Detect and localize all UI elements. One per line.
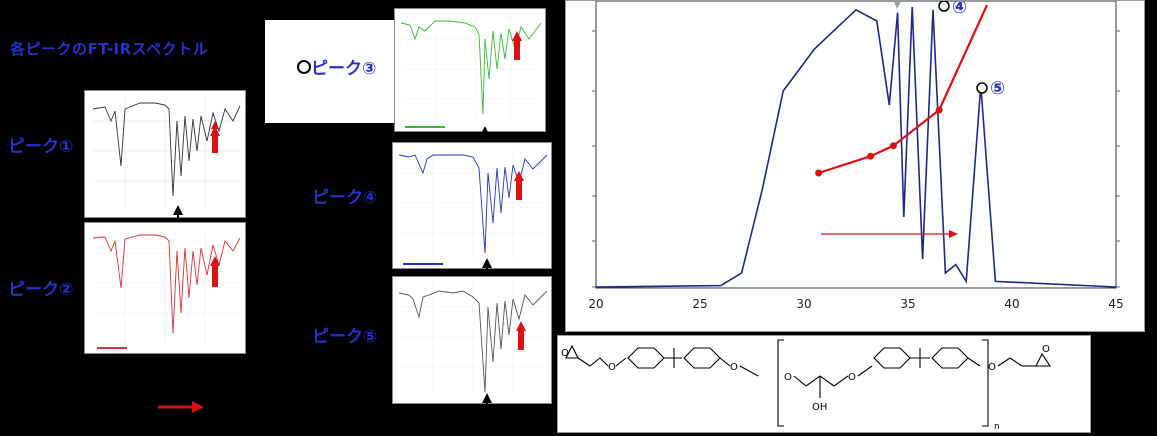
arrow-up-icon xyxy=(482,393,492,403)
arrow-stem xyxy=(486,267,488,273)
triangle-marker xyxy=(894,1,901,9)
benzene-ring-4 xyxy=(931,347,969,369)
arrow-up-icon xyxy=(480,126,490,136)
spectrum-peak-3 xyxy=(394,8,546,132)
elution-point xyxy=(815,169,823,177)
spectrum-5-plot xyxy=(398,281,548,395)
svg-text:O: O xyxy=(561,348,569,359)
arrow-stem xyxy=(484,135,486,141)
spectrum-peak-4 xyxy=(392,142,552,269)
spectrum-4-plot xyxy=(398,147,548,265)
marker-5-label: ⑤ xyxy=(990,78,1005,99)
figure-title: 各ピークのFT-IRスペクトル xyxy=(10,40,209,58)
marker-5-circle xyxy=(976,82,988,94)
peak-2-label: ピーク② xyxy=(8,280,74,300)
epoxide-right xyxy=(1035,352,1052,367)
hydroxyl-label: OH xyxy=(812,402,827,413)
svg-text:O: O xyxy=(784,372,792,383)
peak-4-label: ピーク④ xyxy=(312,188,378,208)
arrow-stem xyxy=(486,402,488,408)
peak-3-marker-icon xyxy=(297,60,311,74)
x-tick-label: 45 xyxy=(1108,297,1123,311)
benzene-ring-1 xyxy=(627,347,665,369)
marker-4-label: ④ xyxy=(952,1,967,18)
structure-diagram: O O O O O O O OH n xyxy=(561,339,1052,432)
spectrum-2-plot xyxy=(92,228,241,349)
elution-point xyxy=(867,152,875,160)
spectrum-peak-5 xyxy=(392,276,552,404)
svg-text:O: O xyxy=(1042,344,1050,355)
svg-text:O: O xyxy=(608,362,616,373)
arrow-stem xyxy=(177,214,179,220)
spectrum-peak-1 xyxy=(84,90,246,218)
peak-5-label: ピーク⑤ xyxy=(312,327,378,347)
peak-3-label: ピーク③ xyxy=(311,59,377,79)
x-tick-label: 20 xyxy=(588,297,603,311)
arrow-right-icon xyxy=(158,401,204,413)
x-tick-label: 25 xyxy=(692,297,707,311)
benzene-ring-3 xyxy=(873,347,911,369)
svg-text:O: O xyxy=(988,362,996,373)
chemical-structure: O O O O O O O OH n xyxy=(557,335,1091,433)
elution-point xyxy=(889,142,897,150)
direction-arrowhead xyxy=(949,230,958,238)
svg-text:O: O xyxy=(730,362,738,373)
arrow-up-icon xyxy=(482,258,492,268)
marker-4-circle xyxy=(938,0,950,12)
chromatogram-chart: 20 25 30 35 40 45 ④ ⑤ xyxy=(588,0,1123,311)
svg-text:O: O xyxy=(848,372,856,383)
benzene-ring-2 xyxy=(683,347,721,369)
peak-1-label: ピーク① xyxy=(8,137,74,157)
spectrum-1-plot xyxy=(92,96,241,209)
epoxide-left xyxy=(565,344,579,359)
x-tick-label: 30 xyxy=(796,297,811,311)
arrow-up-icon xyxy=(173,205,183,215)
spectrum-3-plot xyxy=(400,13,542,128)
repeat-n-label: n xyxy=(994,422,1000,432)
chromatogram-trace xyxy=(595,6,1117,288)
spectrum-peak-2 xyxy=(84,222,246,354)
plot-frame xyxy=(595,0,1117,289)
x-tick-label: 40 xyxy=(1004,297,1019,311)
peak-3-label-box: ピーク③ xyxy=(265,20,395,123)
elution-point xyxy=(935,106,943,114)
chromatogram-panel: 20 25 30 35 40 45 ④ ⑤ xyxy=(565,0,1145,332)
x-tick-label: 35 xyxy=(900,297,915,311)
